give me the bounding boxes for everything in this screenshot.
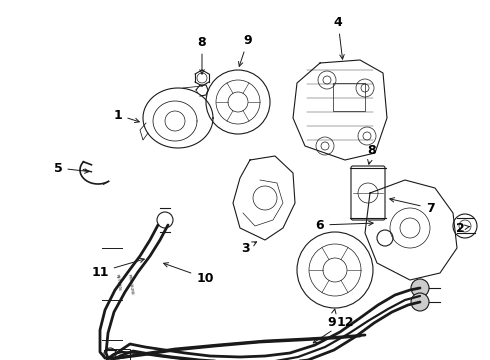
Bar [106, 349, 130, 360]
Text: 7: 7 [390, 198, 434, 215]
Text: 2: 2 [456, 221, 470, 234]
Text: 10: 10 [164, 263, 214, 284]
Text: 9: 9 [239, 33, 252, 66]
Text: 8: 8 [197, 36, 206, 74]
Circle shape [411, 279, 429, 297]
Text: PRESSURE: PRESSURE [126, 274, 133, 296]
Circle shape [411, 293, 429, 311]
Text: 9: 9 [328, 309, 336, 328]
Text: 8: 8 [368, 144, 376, 164]
Text: 5: 5 [53, 162, 89, 175]
Text: 12: 12 [313, 315, 354, 343]
Bar [333, 83, 365, 111]
Text: 1: 1 [114, 108, 139, 123]
Text: 6: 6 [316, 219, 373, 231]
Text: 4: 4 [334, 15, 344, 59]
Text: 11: 11 [91, 258, 144, 279]
Text: RETURN: RETURN [115, 273, 121, 291]
Text: 3: 3 [241, 242, 257, 255]
